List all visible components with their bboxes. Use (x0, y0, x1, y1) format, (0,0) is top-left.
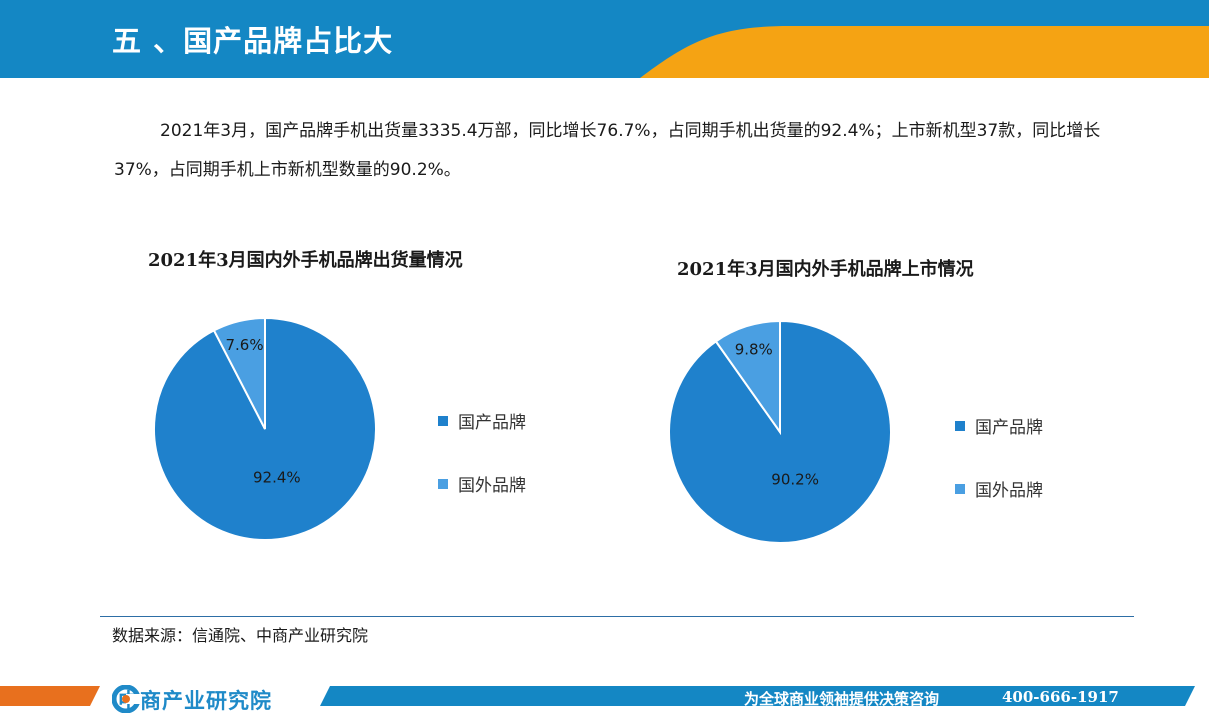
footer-slogan: 为全球商业领袖提供决策咨询 (744, 690, 940, 708)
pie-label-domestic: 92.4% (253, 469, 301, 487)
pie-label-foreign: 9.8% (735, 340, 773, 358)
pie-chart-launches: 90.2% 9.8% (668, 319, 892, 544)
footer-phone: 400-666-1917 (1002, 688, 1119, 706)
pie-label-domestic: 90.2% (771, 471, 819, 489)
pie-slice-foreign (212, 316, 266, 430)
footer-logo-text: 中商产业研究院 (118, 689, 272, 713)
legend-swatch-domestic (438, 416, 448, 426)
source-divider (100, 616, 1134, 617)
summary-paragraph: 2021年3月，国产品牌手机出货量3335.4万部，同比增长76.7%，占同期手… (114, 121, 1101, 180)
legend-label-foreign: 国外品牌 (458, 476, 526, 496)
header-background (0, 0, 1209, 78)
legend-item-foreign: 国外品牌 (955, 476, 1043, 501)
legend-swatch-foreign (438, 479, 448, 489)
legend-swatch-foreign (955, 484, 965, 494)
legend-label-domestic: 国产品牌 (458, 413, 526, 433)
chart-title-shipments: 2021年3月国内外手机品牌出货量情况 (148, 250, 463, 271)
footer-logo: 中商产业研究院 (112, 685, 272, 715)
company-logo-icon (112, 685, 142, 713)
header-banner: 五 、国产品牌占比大 (0, 0, 1209, 78)
page-title: 五 、国产品牌占比大 (112, 24, 394, 58)
pie-chart-shipments: 92.4% 7.6% (153, 316, 377, 541)
legend-label-domestic: 国产品牌 (975, 418, 1043, 438)
data-source: 数据来源：信通院、中商产业研究院 (112, 626, 369, 645)
chart-title-launches: 2021年3月国内外手机品牌上市情况 (677, 259, 974, 280)
legend-swatch-domestic (955, 421, 965, 431)
pie-slice-foreign (714, 319, 781, 436)
legend-item-domestic: 国产品牌 (438, 408, 526, 433)
footer-background (0, 686, 1195, 706)
legend-item-foreign: 国外品牌 (438, 471, 526, 496)
pie-label-foreign: 7.6% (225, 336, 263, 354)
legend-item-domestic: 国产品牌 (955, 413, 1043, 438)
footer-bar: 中商产业研究院 为全球商业领袖提供决策咨询 400-666-1917 (0, 682, 1209, 718)
legend-label-foreign: 国外品牌 (975, 481, 1043, 501)
